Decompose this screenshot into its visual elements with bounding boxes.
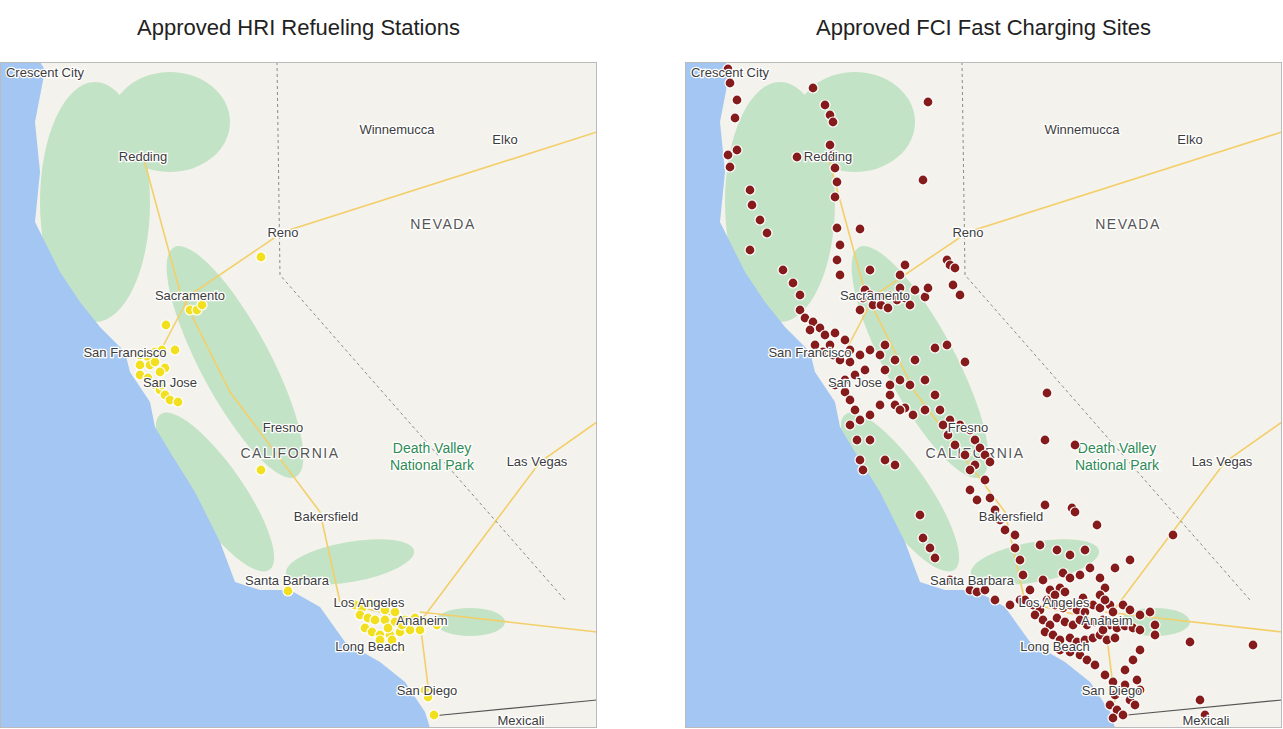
svg-text:Death ValleyNational Park: Death ValleyNational Park xyxy=(390,440,475,473)
svg-text:Anaheim: Anaheim xyxy=(396,613,447,628)
svg-text:San Diego: San Diego xyxy=(1082,683,1143,698)
svg-text:Las Vegas: Las Vegas xyxy=(1192,454,1253,469)
svg-text:NEVADA: NEVADA xyxy=(1095,216,1161,232)
svg-text:Sacramento: Sacramento xyxy=(155,288,225,303)
svg-text:Mexicali: Mexicali xyxy=(498,713,545,728)
svg-text:Sacramento: Sacramento xyxy=(840,288,910,303)
svg-text:CALIFORNIA: CALIFORNIA xyxy=(240,445,339,461)
svg-text:San Francisco: San Francisco xyxy=(83,345,166,360)
svg-text:San Jose: San Jose xyxy=(828,375,882,390)
svg-text:Las Vegas: Las Vegas xyxy=(507,454,568,469)
svg-text:Long Beach: Long Beach xyxy=(335,639,404,654)
svg-text:Santa Barbara: Santa Barbara xyxy=(245,573,330,588)
svg-text:San Francisco: San Francisco xyxy=(768,345,851,360)
svg-text:Redding: Redding xyxy=(804,149,852,164)
svg-text:Bakersfield: Bakersfield xyxy=(294,509,358,524)
svg-text:Elko: Elko xyxy=(1177,132,1202,147)
svg-text:Fresno: Fresno xyxy=(948,420,988,435)
svg-text:San Jose: San Jose xyxy=(143,375,197,390)
svg-text:Santa Barbara: Santa Barbara xyxy=(930,573,1015,588)
svg-text:Redding: Redding xyxy=(119,149,167,164)
svg-text:Death ValleyNational Park: Death ValleyNational Park xyxy=(1075,440,1160,473)
svg-text:Reno: Reno xyxy=(267,225,298,240)
html-text:Approved FCI Fast Charging Sit: Approved FCI Fast Charging Sites xyxy=(816,15,1151,40)
svg-text:Crescent City: Crescent City xyxy=(691,65,770,80)
svg-text:Bakersfield: Bakersfield xyxy=(979,509,1043,524)
svg-text:NEVADA: NEVADA xyxy=(410,216,476,232)
svg-text:Los Angeles: Los Angeles xyxy=(1019,595,1090,610)
svg-text:Elko: Elko xyxy=(492,132,517,147)
svg-text:Mexicali: Mexicali xyxy=(1183,713,1230,728)
svg-text:Anaheim: Anaheim xyxy=(1081,613,1132,628)
svg-text:CALIFORNIA: CALIFORNIA xyxy=(925,445,1025,461)
svg-text:Winnemucca: Winnemucca xyxy=(1044,122,1120,137)
svg-text:San Diego: San Diego xyxy=(397,683,458,698)
svg-text:Crescent City: Crescent City xyxy=(8,65,85,80)
svg-text:Reno: Reno xyxy=(952,225,983,240)
html-text:Approved HRI Refueling Station: Approved HRI Refueling Stations xyxy=(137,15,460,40)
svg-text:Long Beach: Long Beach xyxy=(1020,639,1089,654)
svg-text:Winnemucca: Winnemucca xyxy=(359,122,435,137)
svg-text:Fresno: Fresno xyxy=(263,420,303,435)
svg-text:Los Angeles: Los Angeles xyxy=(334,595,405,610)
